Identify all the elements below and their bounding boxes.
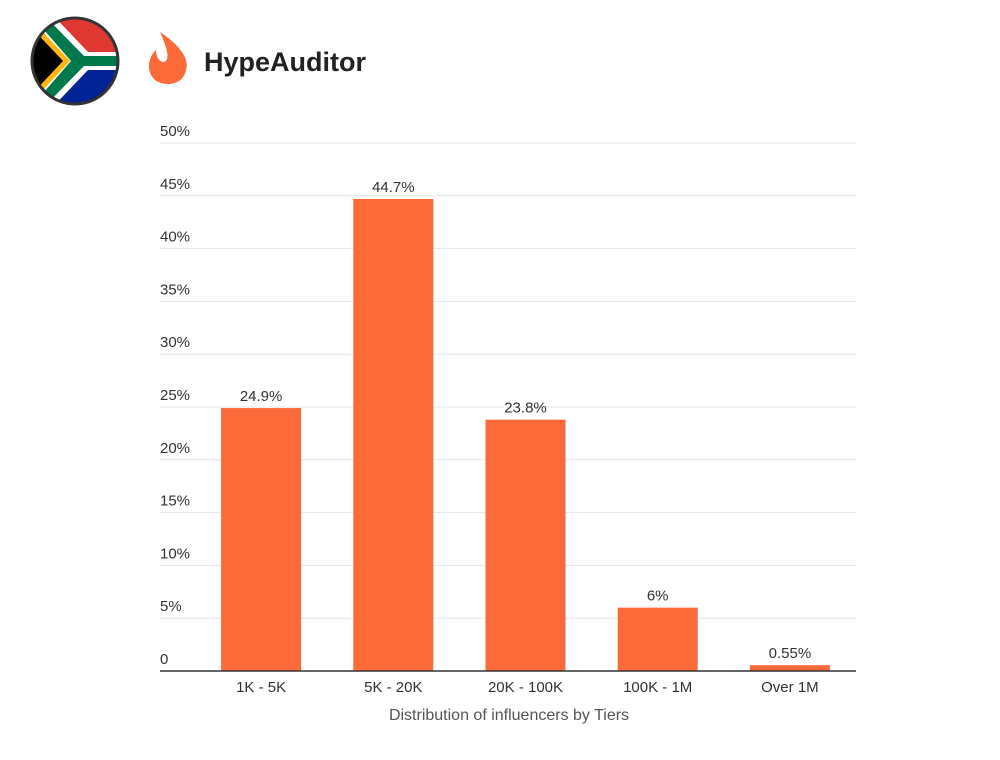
y-tick-label: 5% bbox=[160, 598, 182, 615]
y-tick-label: 30% bbox=[160, 334, 190, 351]
value-label: 44.7% bbox=[372, 179, 415, 196]
bar bbox=[749, 665, 830, 671]
flag-icon bbox=[30, 16, 120, 106]
y-tick-label: 45% bbox=[160, 176, 190, 193]
brand-name: HypeAuditor bbox=[204, 47, 366, 77]
x-tick-label: 5K - 20K bbox=[364, 679, 422, 696]
x-tick-label: 20K - 100K bbox=[488, 679, 563, 696]
value-label: 23.8% bbox=[504, 400, 547, 417]
value-label: 6% bbox=[647, 588, 669, 605]
y-tick-label: 35% bbox=[160, 281, 190, 298]
bar bbox=[221, 408, 302, 671]
bar bbox=[353, 198, 434, 671]
y-tick-label: 0 bbox=[160, 651, 168, 668]
y-tick-label: 10% bbox=[160, 545, 190, 562]
y-tick-label: 40% bbox=[160, 229, 190, 246]
x-tick-label: Over 1M bbox=[761, 679, 819, 696]
value-label: 24.9% bbox=[240, 388, 283, 405]
brand-logo bbox=[148, 32, 187, 84]
x-axis-title: Distribution of influencers by Tiers bbox=[389, 707, 629, 724]
bar bbox=[617, 607, 698, 671]
value-label: 0.55% bbox=[769, 645, 812, 662]
y-tick-label: 15% bbox=[160, 493, 190, 510]
bar bbox=[485, 419, 566, 671]
y-tick-label: 50% bbox=[160, 123, 190, 140]
y-tick-label: 20% bbox=[160, 440, 190, 457]
x-tick-label: 100K - 1M bbox=[623, 679, 692, 696]
x-tick-label: 1K - 5K bbox=[236, 679, 286, 696]
y-tick-label: 25% bbox=[160, 387, 190, 404]
